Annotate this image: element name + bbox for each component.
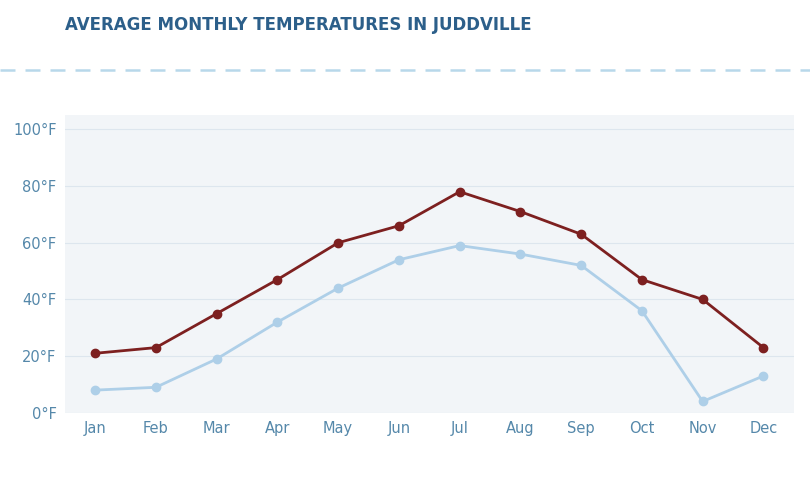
Text: AVERAGE MONTHLY TEMPERATURES IN JUDDVILLE: AVERAGE MONTHLY TEMPERATURES IN JUDDVILL… [65,15,531,34]
